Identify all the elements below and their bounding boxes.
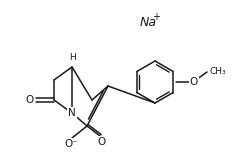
Text: +: + xyxy=(152,12,160,22)
Text: N: N xyxy=(68,108,76,118)
Text: Na: Na xyxy=(139,15,157,28)
Text: O: O xyxy=(26,95,34,105)
Text: O: O xyxy=(190,77,198,87)
Text: O: O xyxy=(98,137,106,147)
Text: O⁻: O⁻ xyxy=(64,139,78,149)
Text: H: H xyxy=(70,53,76,62)
Text: CH₃: CH₃ xyxy=(210,68,227,76)
